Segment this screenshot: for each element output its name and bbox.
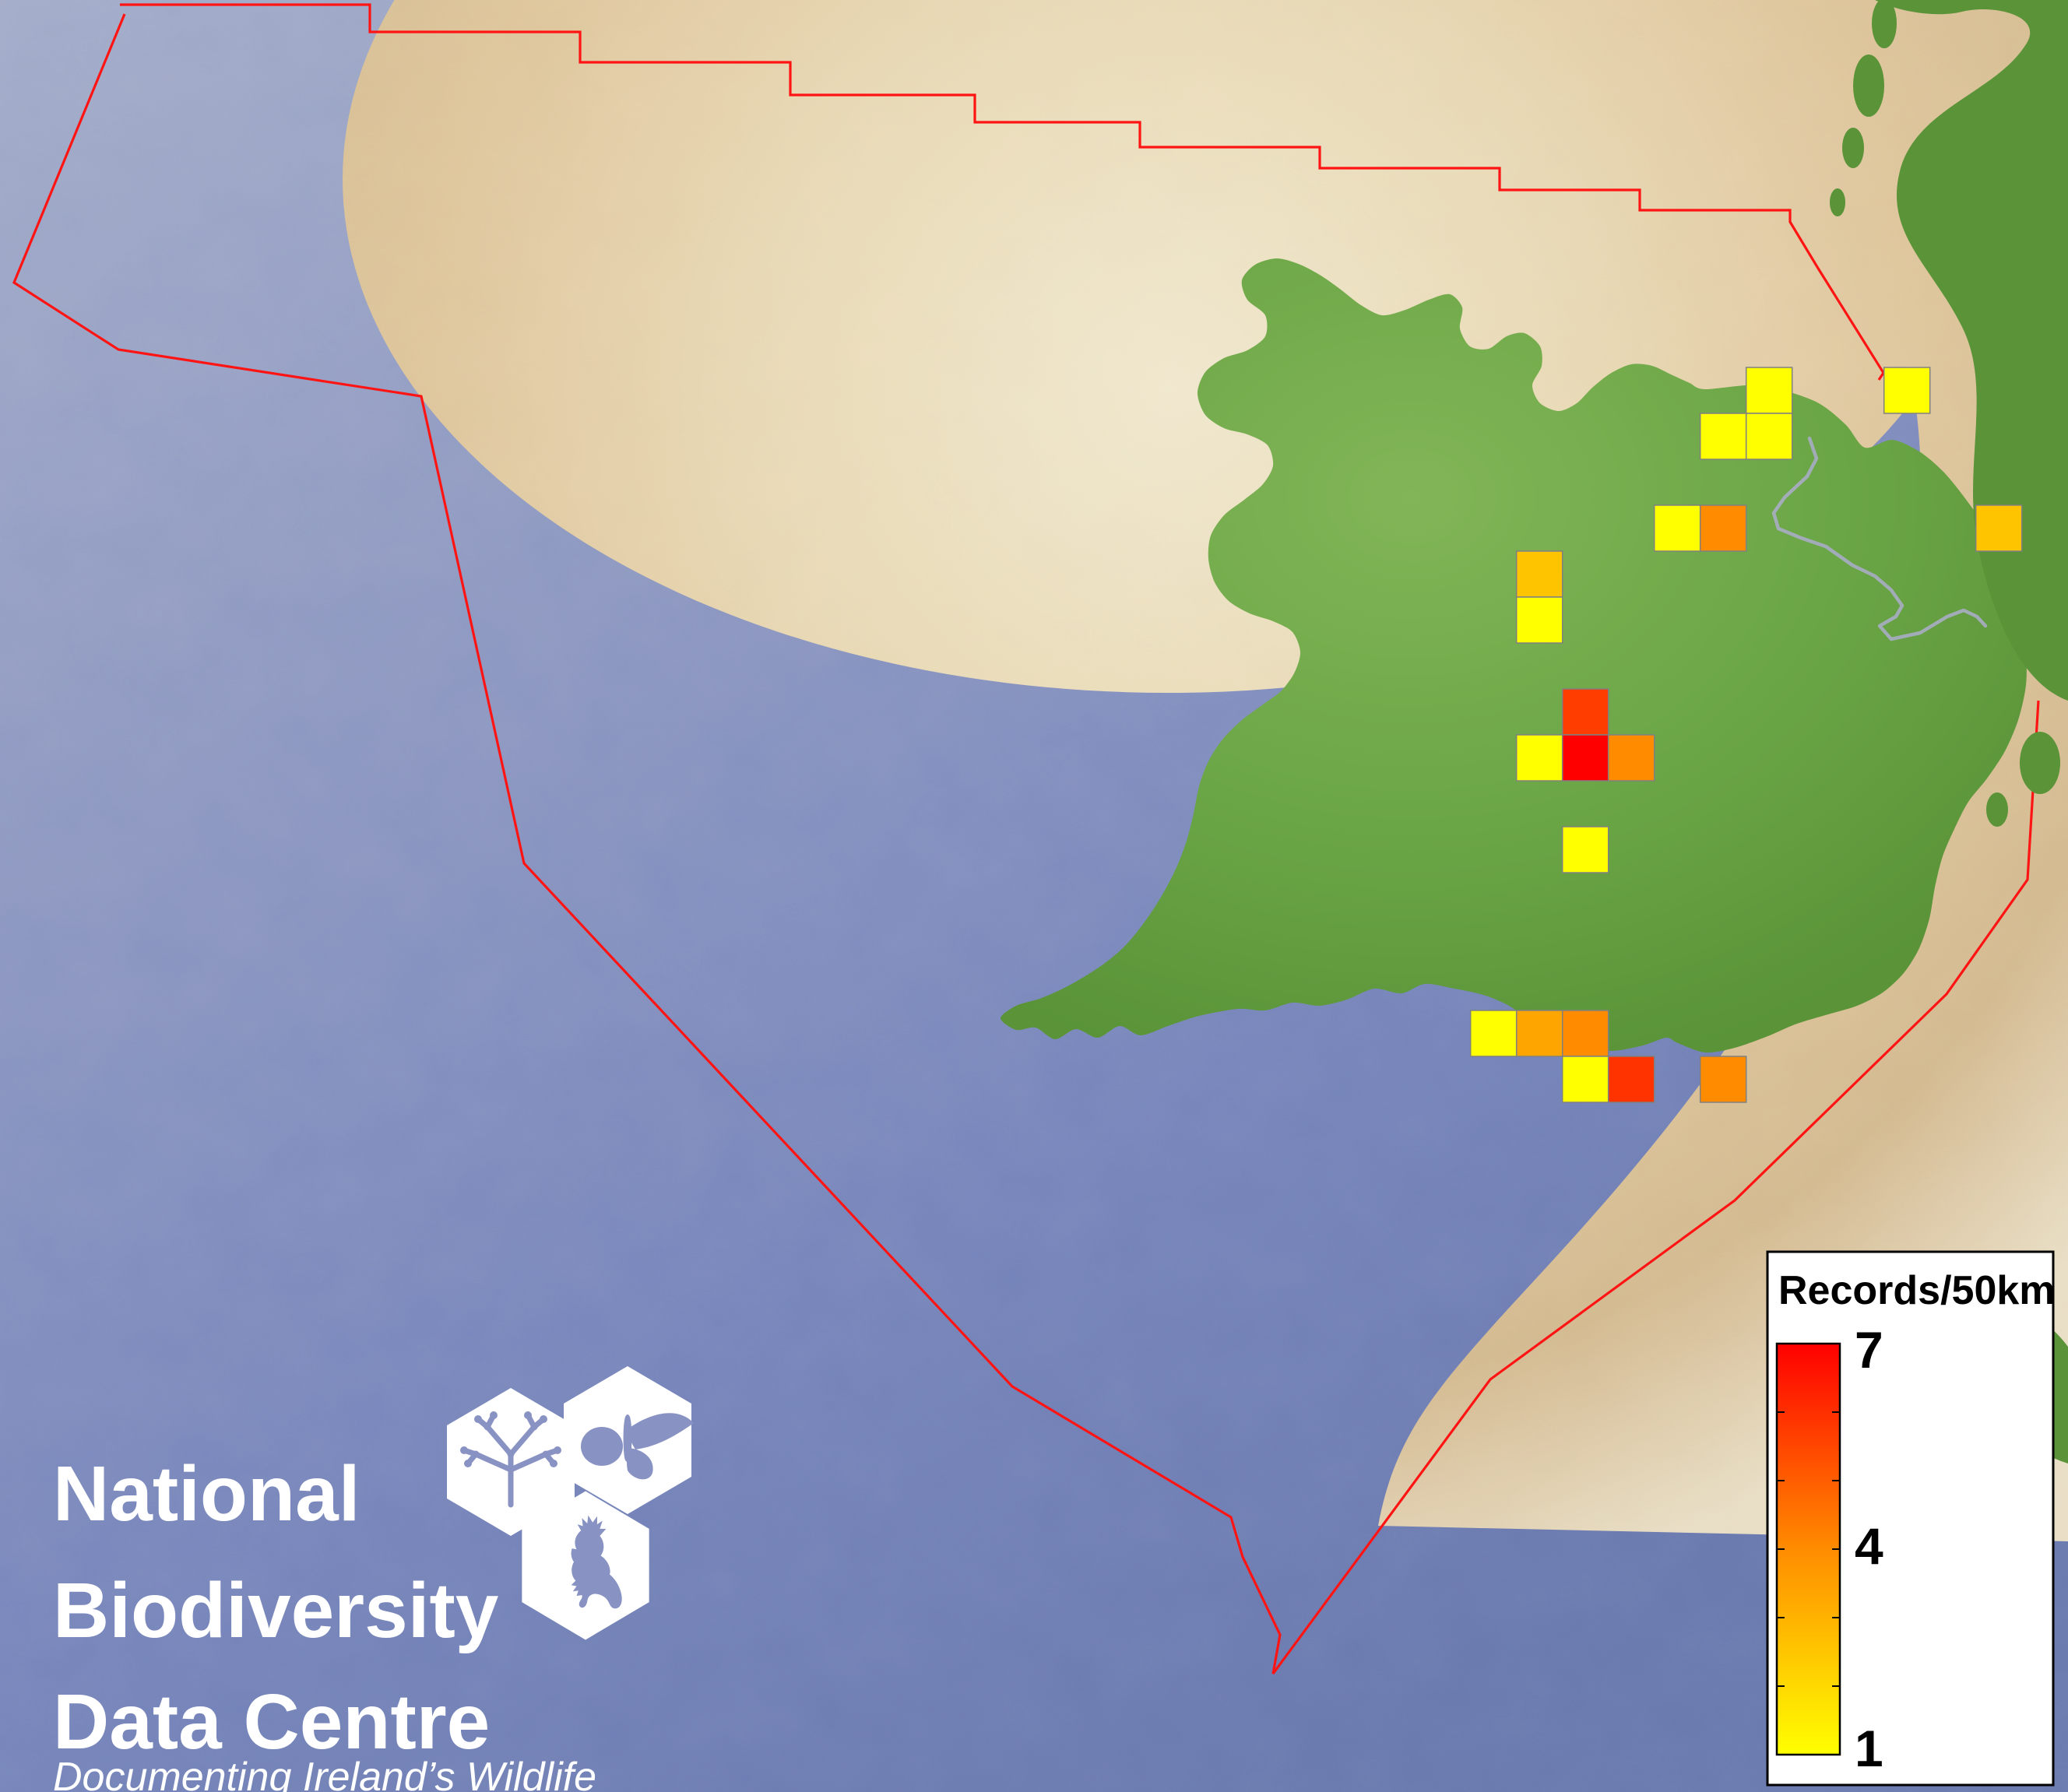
svg-text:Data Centre: Data Centre (53, 1678, 490, 1766)
svg-text:1: 1 (1855, 1720, 1883, 1777)
svg-text:Biodiversity: Biodiversity (53, 1567, 499, 1654)
svg-text:4: 4 (1855, 1517, 1883, 1575)
svg-text:National: National (53, 1450, 360, 1537)
svg-text:Records/50km: Records/50km (1778, 1268, 2056, 1313)
svg-text:Documenting Ireland’s Wildlife: Documenting Ireland’s Wildlife (53, 1755, 596, 1792)
svg-text:7: 7 (1855, 1321, 1883, 1379)
